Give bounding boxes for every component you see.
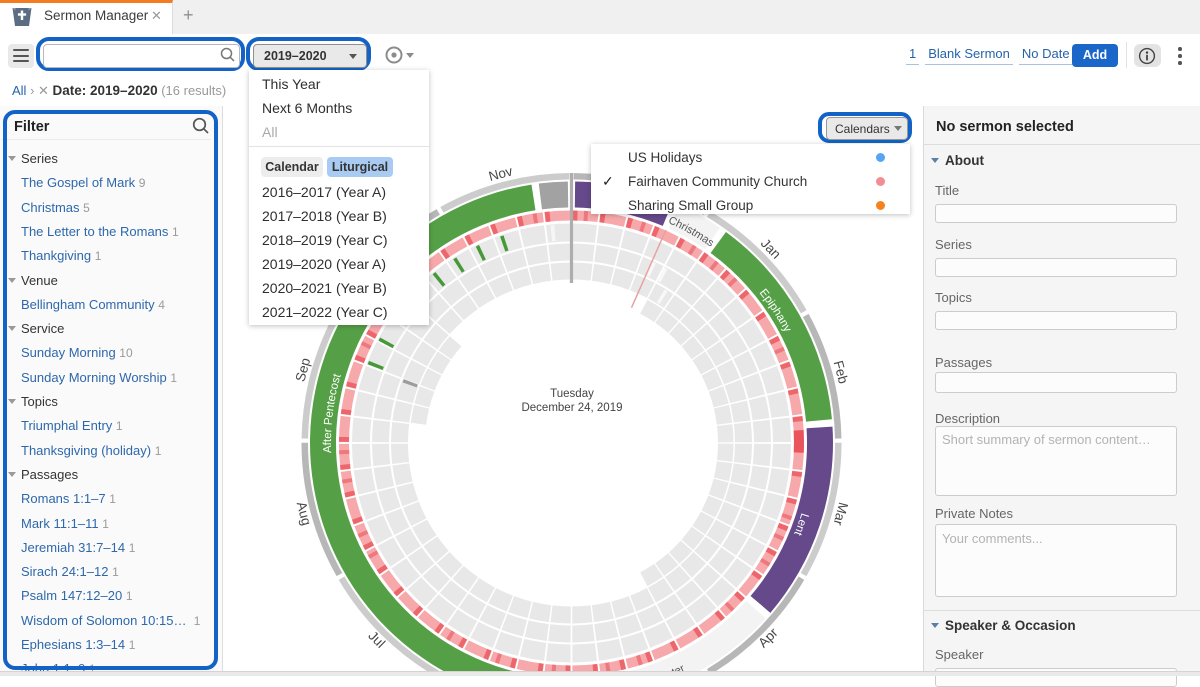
svg-text:December 24, 2019: December 24, 2019: [521, 402, 622, 414]
svg-text:Nov: Nov: [487, 163, 514, 184]
svg-text:Tuesday: Tuesday: [550, 388, 594, 400]
svg-text:Sep: Sep: [293, 356, 314, 383]
svg-text:Mar: Mar: [830, 501, 851, 528]
svg-text:Aug: Aug: [294, 500, 315, 527]
svg-text:Feb: Feb: [831, 359, 851, 385]
